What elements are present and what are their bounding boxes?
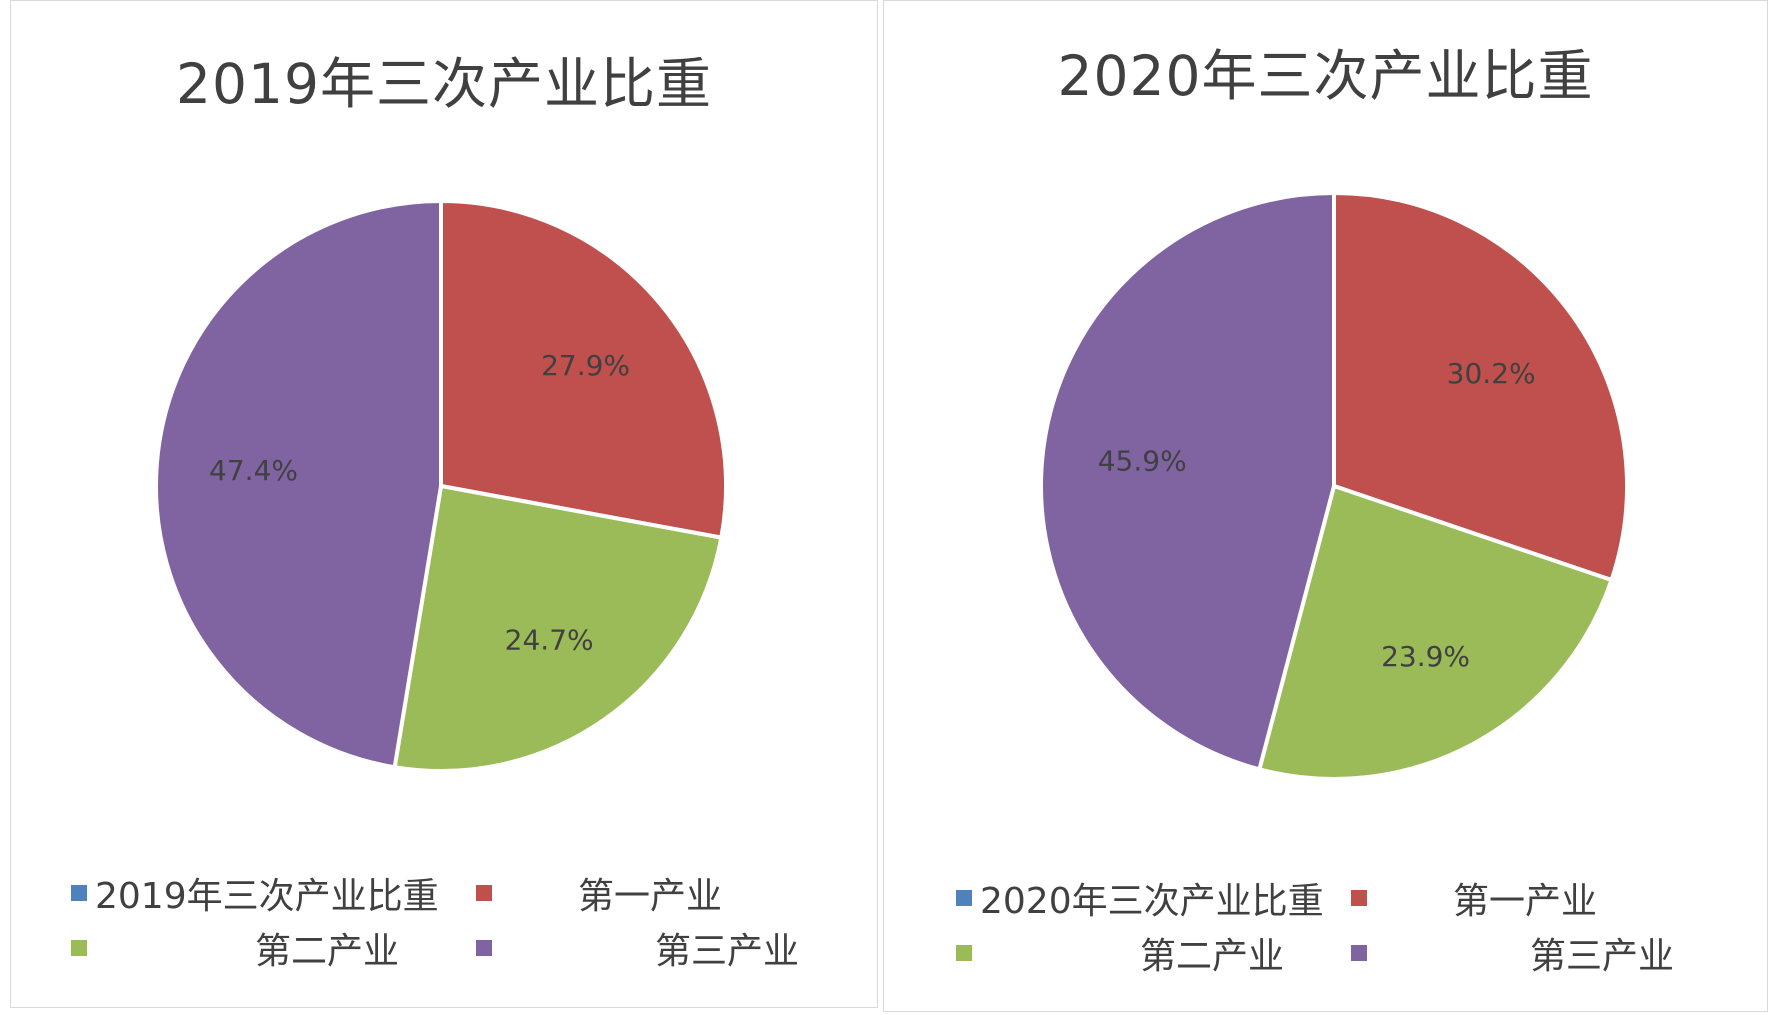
legend-row-1: 2019年三次产业比重 第一产业 (71, 868, 851, 918)
pie-slice-3 (154, 199, 443, 770)
legend-swatch-red (1351, 890, 1367, 906)
legend-item-second-industry: 第二产业 (956, 928, 1284, 978)
data-label-2: 23.9% (1381, 640, 1470, 673)
legend-label: 第一产业 (1453, 881, 1598, 922)
legend-item-third-industry: 第三产业 (476, 923, 799, 973)
legend-item-series-title: 2020年三次产业比重 (956, 873, 1324, 923)
legend-swatch-blue (71, 885, 87, 901)
data-label-1: 30.2% (1447, 357, 1536, 390)
legend-swatch-green (71, 940, 87, 956)
pie-slice-2 (392, 484, 724, 773)
legend-swatch-green (956, 945, 972, 961)
legend-row-1: 2020年三次产业比重 第一产业 (956, 873, 1736, 923)
chart-title: 2019年三次产业比重 (176, 52, 712, 116)
legend-item-series-title: 2019年三次产业比重 (71, 868, 439, 918)
data-label-2: 24.7% (505, 623, 594, 656)
legend-swatch-purple (1351, 945, 1367, 961)
legend-row-2: 第二产业 第三产业 (71, 923, 851, 973)
data-label-1: 27.9% (541, 349, 630, 382)
legend-label: 2019年三次产业比重 (95, 876, 439, 917)
pie-chart-2019: 27.9% 24.7% 47.4% (154, 199, 728, 773)
legend-label: 第二产业 (255, 931, 400, 972)
chart-panel-2020: 2020年三次产业比重 30.2% 23.9% 45.9% 2020年三次产业比重 … (883, 0, 1768, 1012)
legend-item-first-industry: 第一产业 (1351, 873, 1597, 923)
pie-chart-2020: 30.2% 23.9% 45.9% (1039, 191, 1629, 781)
chart-title: 2020年三次产业比重 (1057, 44, 1594, 108)
data-label-3: 45.9% (1098, 445, 1187, 478)
legend-label: 第二产业 (1140, 936, 1285, 977)
pie-slice-1 (439, 199, 728, 540)
legend-label: 第一产业 (578, 876, 723, 917)
legend-item-first-industry: 第一产业 (476, 868, 722, 918)
legend-swatch-red (476, 885, 492, 901)
pie-slice-3 (1039, 191, 1336, 772)
legend-item-second-industry: 第二产业 (71, 923, 399, 973)
legend-label: 2020年三次产业比重 (980, 881, 1324, 922)
chart-panel-2019: 2019年三次产业比重 27.9% 24.7% 47.4% 2019年三次产业比重 … (10, 0, 878, 1008)
legend-swatch-purple (476, 940, 492, 956)
legend-row-2: 第二产业 第三产业 (956, 928, 1736, 978)
pie-slice-2 (1257, 484, 1614, 781)
data-label-3: 47.4% (209, 454, 298, 487)
pie-slice-1 (1332, 191, 1629, 583)
legend-label: 第三产业 (1530, 936, 1675, 977)
legend-item-third-industry: 第三产业 (1351, 928, 1674, 978)
legend-label: 第三产业 (655, 931, 800, 972)
legend-swatch-blue (956, 890, 972, 906)
